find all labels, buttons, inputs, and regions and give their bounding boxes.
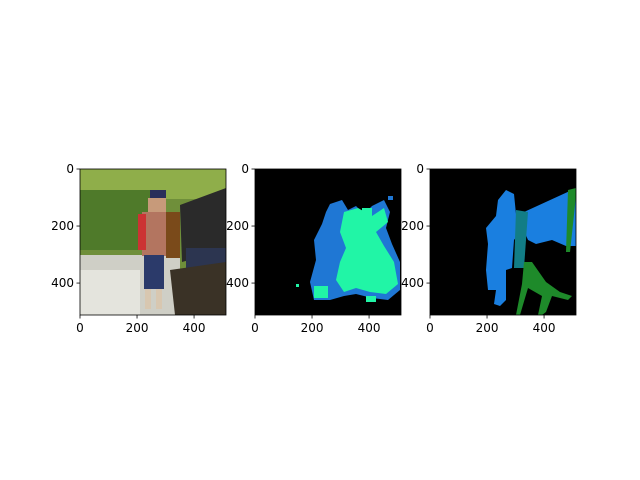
prediction-x-axis: 0 200 400 [251, 315, 381, 335]
ground-truth-y-axis: 0 200 400 [401, 162, 430, 290]
photo-x-axis: 0 200 400 [76, 315, 206, 335]
ground-truth-panel: 0 200 400 0 200 400 [401, 162, 577, 335]
x-tick-label: 400 [533, 321, 556, 335]
y-tick-label: 0 [241, 162, 249, 176]
x-tick-label: 0 [426, 321, 434, 335]
x-tick-label: 200 [126, 321, 149, 335]
prediction-frame [254, 168, 402, 316]
prediction-mask [296, 196, 400, 302]
prediction-panel: 0 200 400 0 200 400 [226, 162, 402, 335]
y-tick-label: 400 [226, 276, 249, 290]
y-tick-label: 400 [401, 276, 424, 290]
x-tick-label: 200 [301, 321, 324, 335]
x-tick-label: 200 [476, 321, 499, 335]
x-tick-label: 0 [76, 321, 84, 335]
photo-y-axis: 0 200 400 [51, 162, 80, 290]
ground-truth-frame [429, 168, 577, 316]
x-tick-label: 0 [251, 321, 259, 335]
y-tick-label: 0 [416, 162, 424, 176]
prediction-y-axis: 0 200 400 [226, 162, 255, 290]
photo-frame [79, 168, 227, 316]
y-tick-label: 200 [401, 219, 424, 233]
ground-truth-x-axis: 0 200 400 [426, 315, 556, 335]
y-tick-label: 0 [66, 162, 74, 176]
x-tick-label: 400 [358, 321, 381, 335]
x-tick-label: 400 [183, 321, 206, 335]
y-tick-label: 400 [51, 276, 74, 290]
y-tick-label: 200 [51, 219, 74, 233]
photo-panel: 0 200 400 0 200 400 [51, 162, 227, 335]
ground-truth-mask [486, 188, 576, 315]
y-tick-label: 200 [226, 219, 249, 233]
photo-image [80, 169, 226, 315]
